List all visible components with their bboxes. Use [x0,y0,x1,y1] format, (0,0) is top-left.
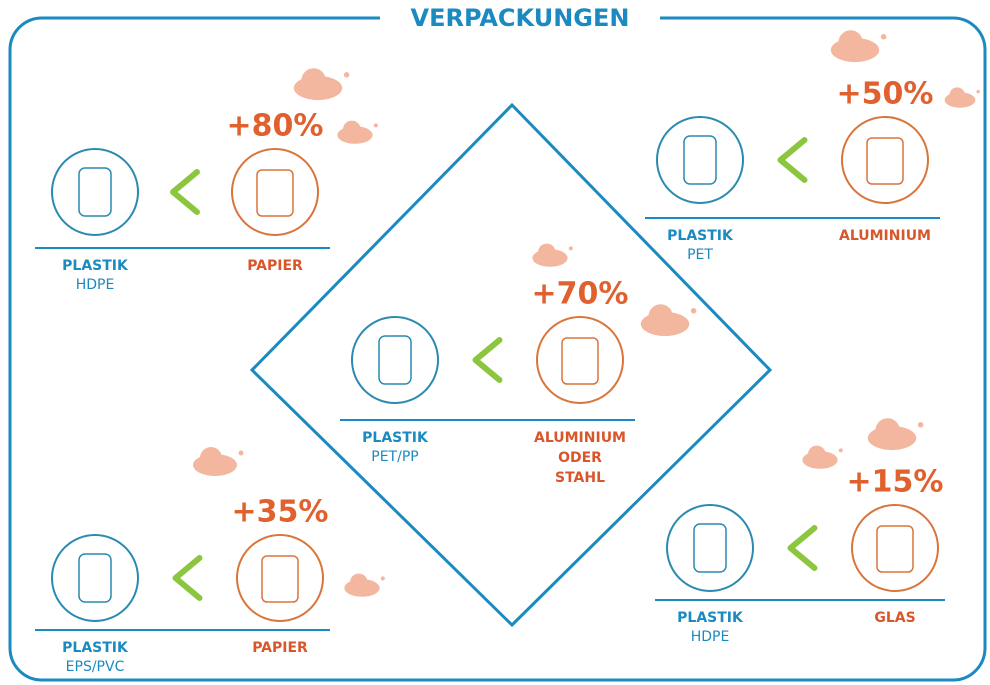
plastic-material: PLASTIK [362,430,429,446]
cloud-dot [839,448,843,452]
alternative-material: GLAS [874,610,915,626]
increase: +50% [837,77,934,112]
less-than-sign [176,558,200,598]
cloud-dot [374,123,378,127]
plastic-type: HDPE [691,629,730,645]
cloud [343,121,361,139]
cloud-dot [691,308,697,314]
increase: +70% [532,277,629,312]
alternative-material: STAHL [555,470,605,486]
cloud [538,244,556,262]
cloud-dot [344,72,350,78]
plastic-type: PET/PP [371,449,418,465]
cloud [876,418,900,442]
less-than-sign [791,528,815,568]
cloud [839,30,863,54]
alternative-icon [842,117,928,203]
cloud-dot [381,576,385,580]
alternative-material: ODER [558,450,602,466]
infographic: VERPACKUNGEN +80% PLASTIK HDPE PAPIER +50% PL… [0,0,990,685]
increase: +35% [232,495,329,530]
plastic-material: PLASTIK [667,228,734,244]
alternative-material: ALUMINIUM [839,228,931,244]
cloud [649,304,673,328]
plastic-icon [52,535,138,621]
alternative-icon [537,317,623,403]
cloud [808,446,826,464]
alternative-icon [852,505,938,591]
cloud [350,574,368,592]
increase: +80% [227,109,324,144]
plastic-material: PLASTIK [677,610,744,626]
cloud-dot [239,451,244,456]
cloud [200,447,222,469]
title: VERPACKUNGEN [411,4,630,32]
plastic-icon [667,505,753,591]
less-than-sign [173,172,197,212]
alternative-material: PAPIER [252,640,308,656]
plastic-type: HDPE [76,277,115,293]
cloud-dot [976,90,980,94]
less-than-sign [781,140,805,180]
less-than-sign [476,340,500,380]
alternative-material: PAPIER [247,258,303,274]
plastic-type: PET [687,247,713,263]
increase: +15% [847,465,944,500]
plastic-icon [52,149,138,235]
cloud-dot [918,422,924,428]
plastic-type: EPS/PVC [66,659,125,675]
plastic-icon [352,317,438,403]
alternative-icon [237,535,323,621]
alternative-material: ALUMINIUM [534,430,626,446]
frame [10,18,985,680]
cloud-dot [881,34,887,40]
plastic-material: PLASTIK [62,258,129,274]
plastic-material: PLASTIK [62,640,129,656]
cloud [950,87,965,102]
plastic-icon [657,117,743,203]
cloud-dot [569,246,573,250]
cloud [302,68,326,92]
alternative-icon [232,149,318,235]
